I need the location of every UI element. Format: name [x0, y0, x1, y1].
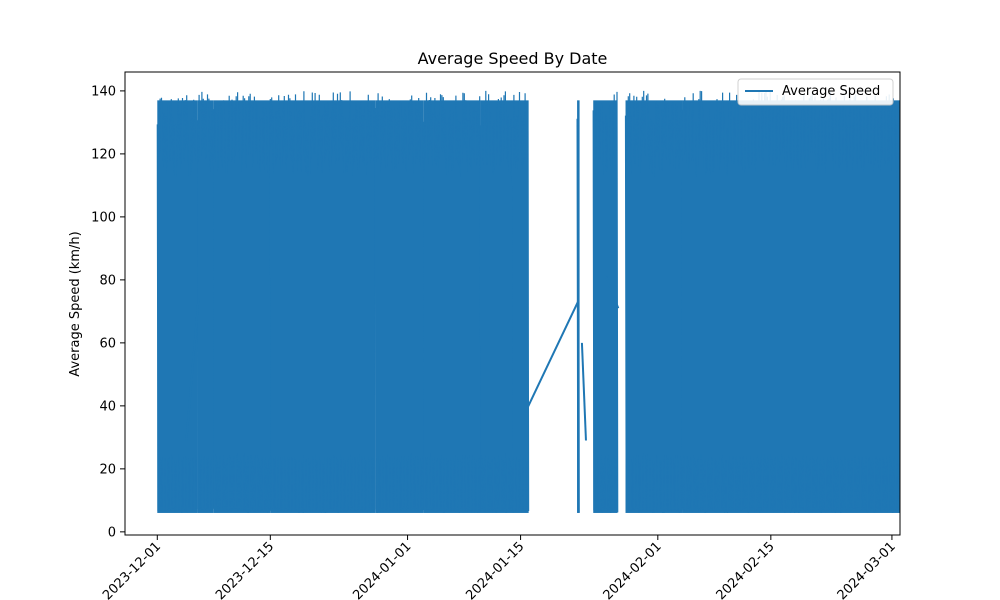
y-tick-label: 80 — [99, 273, 116, 288]
series-gap-line — [580, 342, 587, 441]
x-tick-label: 2023-12-15 — [213, 539, 277, 600]
series-trace — [213, 92, 272, 513]
x-tick-label: 2023-12-01 — [100, 539, 164, 600]
x-tick-label: 2024-02-15 — [714, 539, 778, 600]
y-axis: 0 20 40 60 80 100 120 140 — [91, 84, 125, 540]
x-tick-label: 2024-01-15 — [463, 539, 527, 600]
series-trace — [374, 93, 425, 513]
x-tick-label: 2024-01-01 — [350, 539, 414, 600]
chart-title: Average Speed By Date — [418, 49, 608, 68]
series-gap-line — [605, 276, 620, 309]
plot-area — [156, 90, 900, 513]
series-trace — [479, 90, 514, 513]
series-trace — [269, 91, 376, 513]
series-gap-line — [524, 301, 579, 413]
y-tick-label: 100 — [91, 210, 116, 225]
x-axis: 2023-12-01 2023-12-15 2024-01-01 2024-01-15… — [100, 535, 899, 600]
x-tick-label: 2024-02-01 — [601, 539, 665, 600]
y-tick-label: 0 — [108, 525, 116, 540]
series-trace — [576, 118, 580, 513]
series-gap-line — [185, 298, 200, 441]
series-trace — [156, 95, 198, 513]
y-tick-label: 120 — [91, 147, 116, 162]
legend-entry-average-speed: Average Speed — [782, 84, 880, 99]
y-axis-label: Average Speed (km/h) — [68, 231, 83, 376]
series-trace — [511, 91, 530, 513]
y-tick-label: 40 — [99, 399, 116, 414]
series-trace — [624, 90, 683, 513]
series-trace — [197, 91, 215, 513]
y-tick-label: 60 — [99, 336, 116, 351]
y-tick-label: 140 — [91, 84, 116, 99]
legend: Average Speed — [737, 78, 894, 106]
series-trace — [681, 90, 900, 513]
series-trace — [423, 92, 481, 513]
x-tick-label: 2024-03-01 — [835, 539, 899, 600]
legend-frame — [737, 78, 894, 106]
series-trace — [592, 91, 619, 513]
plot-frame — [124, 71, 901, 536]
y-tick-label: 20 — [99, 462, 116, 477]
